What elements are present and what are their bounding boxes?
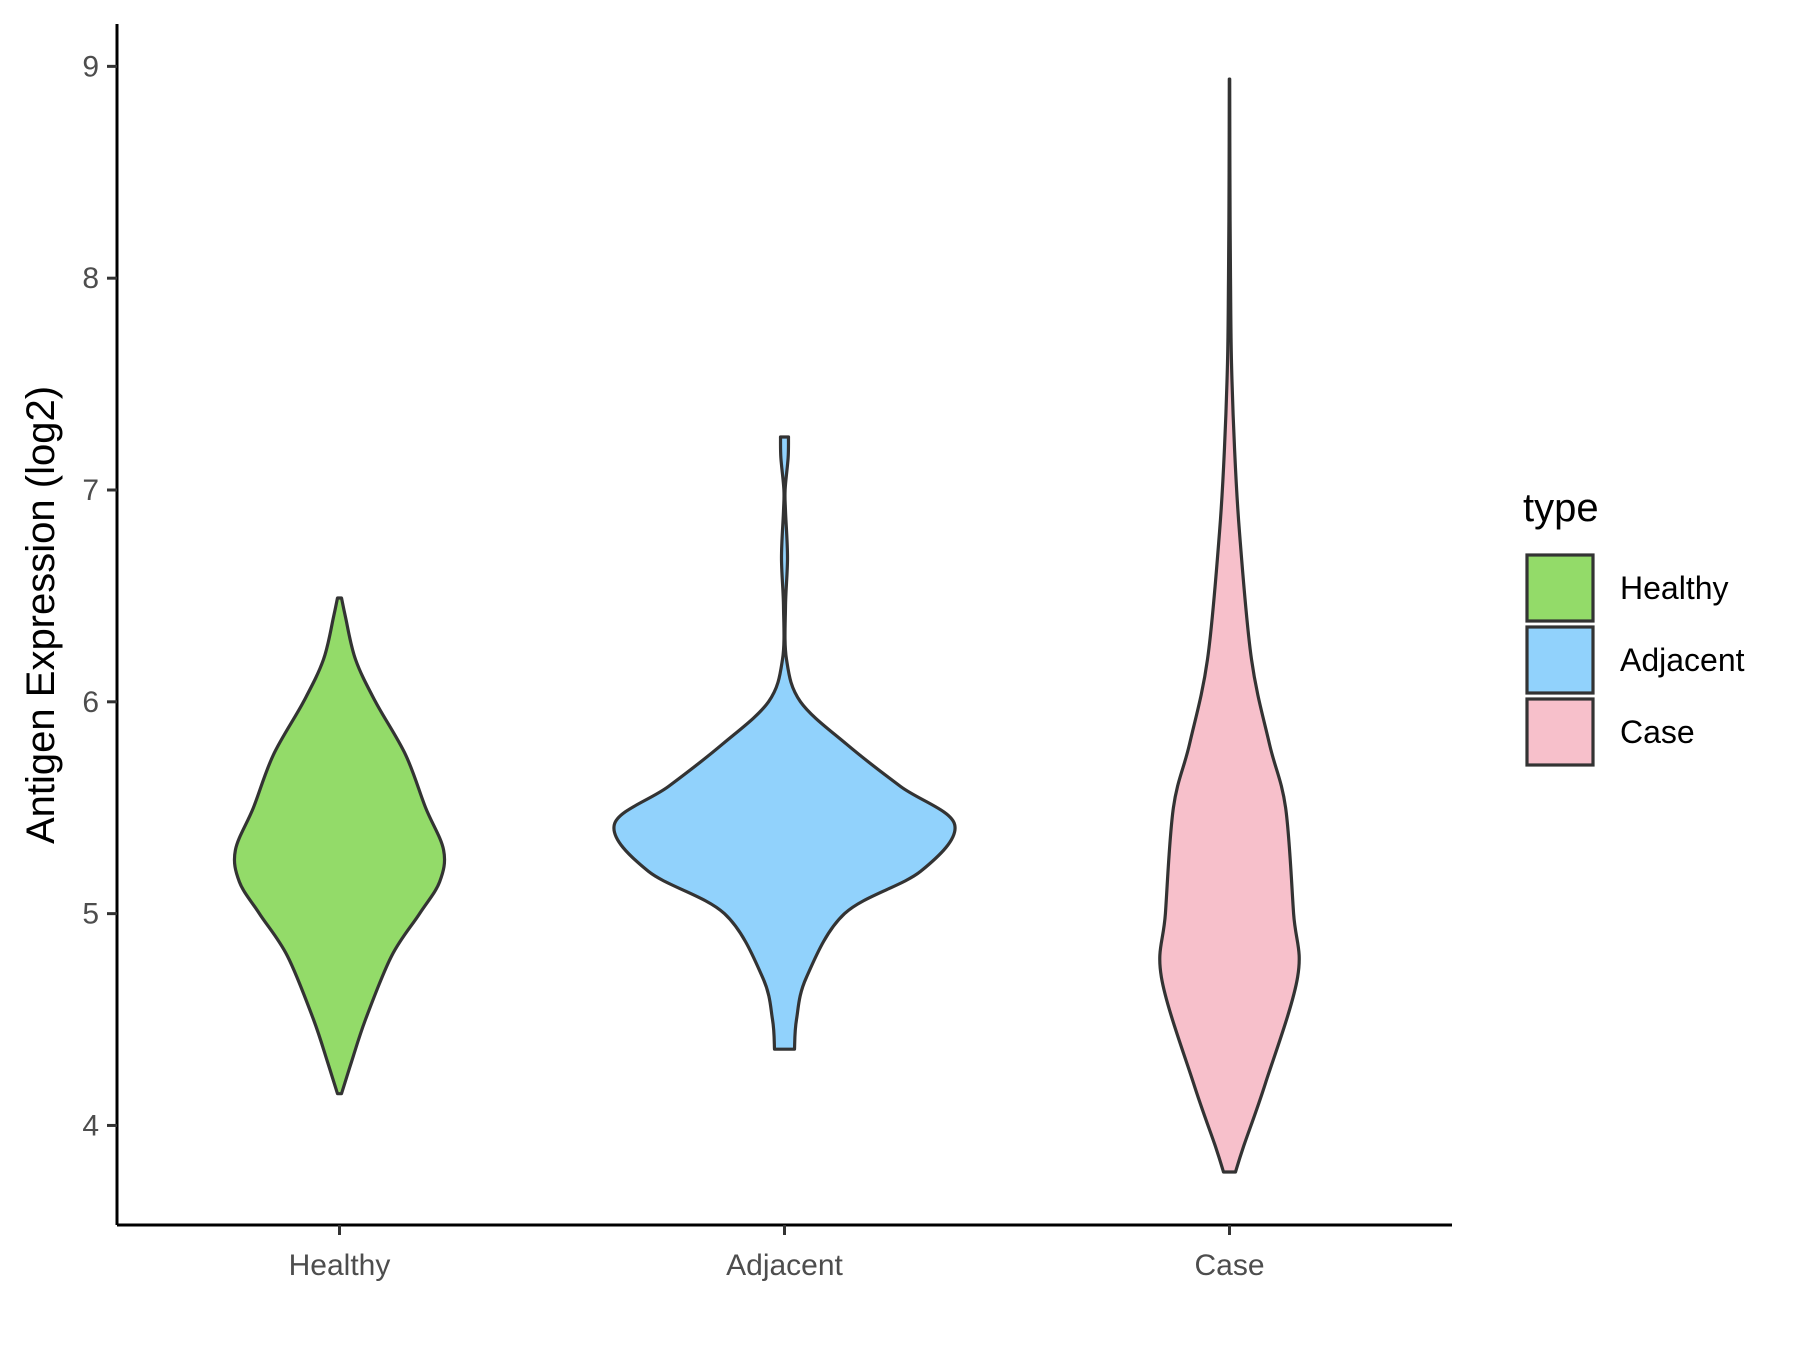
x-tick-label: Case bbox=[1194, 1249, 1264, 1282]
legend-swatch bbox=[1525, 553, 1595, 623]
x-tick-label: Healthy bbox=[289, 1249, 391, 1282]
legend: type Healthy Adjacent Case bbox=[1523, 486, 1745, 767]
violin-case bbox=[1158, 77, 1301, 1174]
y-axis-title: Antigen Expression (log2) bbox=[19, 386, 63, 844]
y-tick-label: 4 bbox=[82, 1109, 99, 1142]
legend-title: type bbox=[1523, 486, 1599, 530]
legend-label: Healthy bbox=[1620, 570, 1729, 606]
x-ticks: Healthy Adjacent Case bbox=[289, 1225, 1265, 1282]
y-tick-label: 7 bbox=[82, 474, 99, 507]
legend-label: Adjacent bbox=[1620, 642, 1745, 678]
y-ticks: 4 5 6 7 8 9 bbox=[82, 50, 117, 1142]
y-tick-label: 9 bbox=[82, 50, 99, 83]
legend-swatch bbox=[1525, 625, 1595, 695]
violins-layer bbox=[232, 77, 1301, 1174]
violin-adjacent bbox=[612, 435, 957, 1051]
legend-label: Case bbox=[1620, 714, 1695, 750]
legend-swatch bbox=[1525, 697, 1595, 767]
y-tick-label: 8 bbox=[82, 262, 99, 295]
y-tick-label: 5 bbox=[82, 898, 99, 931]
x-tick-label: Adjacent bbox=[726, 1249, 843, 1282]
y-tick-label: 6 bbox=[82, 686, 99, 719]
violin-healthy bbox=[232, 596, 447, 1096]
